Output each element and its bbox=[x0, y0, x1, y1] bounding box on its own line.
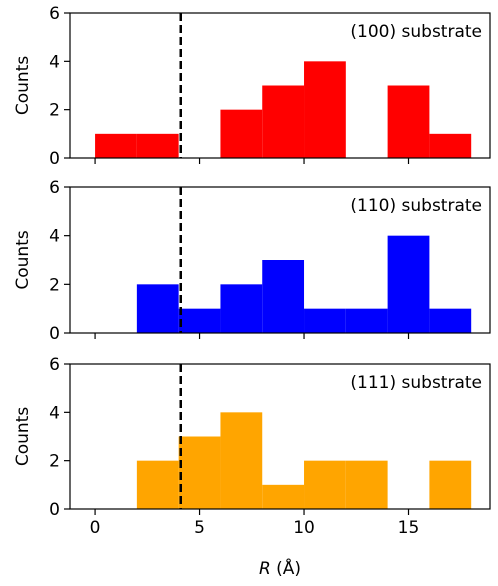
histogram-bar bbox=[387, 85, 430, 158]
y-tick-label: 4 bbox=[49, 403, 60, 423]
y-tick-label: 4 bbox=[49, 227, 60, 247]
x-axis-label-unit: (Å) bbox=[271, 557, 301, 579]
histogram-bar bbox=[429, 308, 472, 333]
y-tick-label: 2 bbox=[49, 275, 60, 295]
y-axis-label: Counts bbox=[13, 230, 33, 289]
histogram-bar bbox=[387, 235, 430, 333]
histogram-bar bbox=[136, 133, 179, 158]
y-tick-label: 4 bbox=[49, 52, 60, 72]
histogram-bar bbox=[95, 133, 137, 158]
histogram-bar bbox=[262, 484, 305, 509]
histogram-bar bbox=[345, 460, 388, 509]
histogram-bar bbox=[220, 284, 263, 333]
y-axis-label: Counts bbox=[13, 407, 33, 466]
axes-frame bbox=[69, 12, 491, 159]
panel-1: 0 2 4 6 Counts (100) substrate bbox=[13, 4, 491, 169]
axes-frame bbox=[69, 363, 491, 510]
histogram-bar bbox=[262, 260, 305, 333]
y-tick-label: 0 bbox=[49, 149, 60, 169]
panel-3: 0 2 4 6 Counts (111) substrate 0 5 10 15 bbox=[13, 355, 491, 538]
histogram-bar bbox=[429, 133, 472, 158]
histogram-bar bbox=[429, 460, 472, 509]
y-tick-label: 6 bbox=[49, 178, 60, 198]
x-axis-label-symbol: R bbox=[259, 559, 271, 579]
x-tick-label: 5 bbox=[194, 518, 205, 538]
histogram-bar bbox=[345, 308, 388, 333]
y-axis-label: Counts bbox=[13, 56, 33, 115]
y-tick-label: 6 bbox=[49, 355, 60, 375]
y-tick-label: 0 bbox=[49, 324, 60, 344]
axes-frame bbox=[69, 186, 491, 334]
x-tick-label: 15 bbox=[398, 518, 420, 538]
panel-2: 0 2 4 6 Counts (110) substrate bbox=[13, 178, 491, 344]
histogram-bar bbox=[220, 412, 263, 509]
histogram-bar bbox=[136, 284, 179, 333]
y-tick-label: 2 bbox=[49, 101, 60, 121]
panel-annotation: (100) substrate bbox=[350, 22, 482, 42]
y-tick-label: 2 bbox=[49, 452, 60, 472]
y-tick-label: 6 bbox=[49, 4, 60, 24]
histogram-bar bbox=[178, 436, 221, 509]
histogram-bar bbox=[136, 460, 179, 509]
x-axis-label: R (Å) bbox=[259, 557, 301, 579]
histogram-bar bbox=[178, 308, 221, 333]
histogram-bar bbox=[304, 308, 346, 333]
histogram-bar bbox=[304, 460, 346, 509]
histogram-bar bbox=[220, 109, 263, 158]
x-tick-label: 10 bbox=[293, 518, 315, 538]
x-tick-label: 0 bbox=[90, 518, 101, 538]
panel-annotation: (111) substrate bbox=[350, 373, 482, 393]
histogram-bar bbox=[304, 61, 346, 159]
histogram-bar bbox=[262, 85, 305, 158]
y-tick-label: 0 bbox=[49, 500, 60, 520]
panel-annotation: (110) substrate bbox=[350, 196, 482, 216]
